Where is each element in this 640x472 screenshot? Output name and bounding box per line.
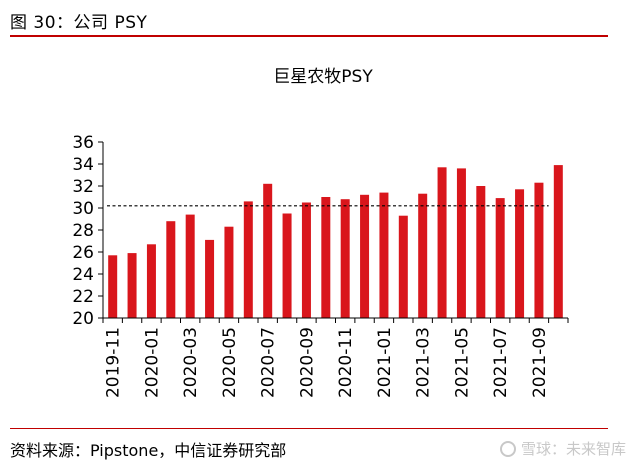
y-tick-label: 20	[72, 309, 94, 329]
bar-series	[108, 165, 563, 318]
x-tick-label: 2021-07	[491, 327, 511, 398]
x-axis: 2019-11 2020-01 2020-03 2020-05 2020-07 2020-…	[102, 317, 569, 398]
bar-2020-12	[360, 194, 370, 318]
chart-title: 巨星农牧PSY	[273, 67, 373, 87]
bar-2021-09	[534, 182, 544, 318]
y-tick-label: 34	[72, 155, 94, 175]
bar-2020-02	[166, 221, 176, 318]
bar-2019-11	[108, 255, 118, 318]
y-tick-label: 32	[72, 177, 94, 197]
header-rule	[10, 35, 608, 37]
bar-2021-01	[379, 192, 389, 318]
x-tick-label: 2020-01	[142, 327, 162, 398]
y-tick-label: 26	[72, 243, 94, 263]
y-tick-label: 28	[72, 221, 94, 241]
y-tick-label: 36	[72, 133, 94, 153]
bar-2019-12	[127, 253, 137, 318]
figure-header: 图 30：公司 PSY	[10, 13, 148, 33]
x-tick-label: 2021-09	[530, 327, 550, 398]
bar-2020-01	[146, 244, 156, 318]
x-tick-label: 2021-03	[414, 327, 434, 398]
source-note: 资料来源：Pipstone，中信证券研究部	[10, 441, 287, 460]
bar-2020-04	[205, 239, 215, 318]
x-tick-label: 2019-11	[104, 327, 124, 398]
x-tick-label: 2020-03	[181, 327, 201, 398]
footer-rule	[10, 428, 608, 429]
bar-2020-06	[243, 201, 253, 318]
x-tick-label: 2020-09	[297, 327, 317, 398]
bar-2020-05	[224, 226, 234, 318]
bar-2021-04	[437, 167, 447, 318]
watermark-text: 雪球：未来智库	[520, 440, 626, 458]
bar-2021-10	[553, 165, 563, 318]
bar-2021-05	[456, 168, 466, 318]
bar-2020-03	[185, 214, 195, 318]
bar-2021-08	[515, 189, 525, 318]
x-tick-label: 2021-01	[375, 327, 395, 398]
bar-2020-10	[321, 197, 331, 318]
bar-2020-11	[340, 199, 350, 318]
bar-2020-09	[301, 202, 311, 318]
bar-2020-07	[263, 183, 273, 318]
watermark: 雪球：未来智库	[499, 438, 626, 459]
bar-2020-08	[282, 213, 292, 318]
y-tick-label: 24	[72, 265, 94, 285]
x-tick-label: 2020-07	[259, 327, 279, 398]
x-tick-label: 2021-05	[452, 327, 472, 398]
x-tick-label: 2020-05	[220, 327, 240, 398]
bar-2021-06	[476, 186, 486, 318]
bar-2021-07	[495, 198, 505, 318]
x-tick-label: 2020-11	[336, 327, 356, 398]
y-tick-label: 22	[72, 287, 94, 307]
bar-2021-02	[398, 215, 408, 318]
bar-2021-03	[418, 193, 428, 318]
y-tick-label: 30	[72, 199, 94, 219]
snowball-logo-icon	[499, 440, 516, 457]
